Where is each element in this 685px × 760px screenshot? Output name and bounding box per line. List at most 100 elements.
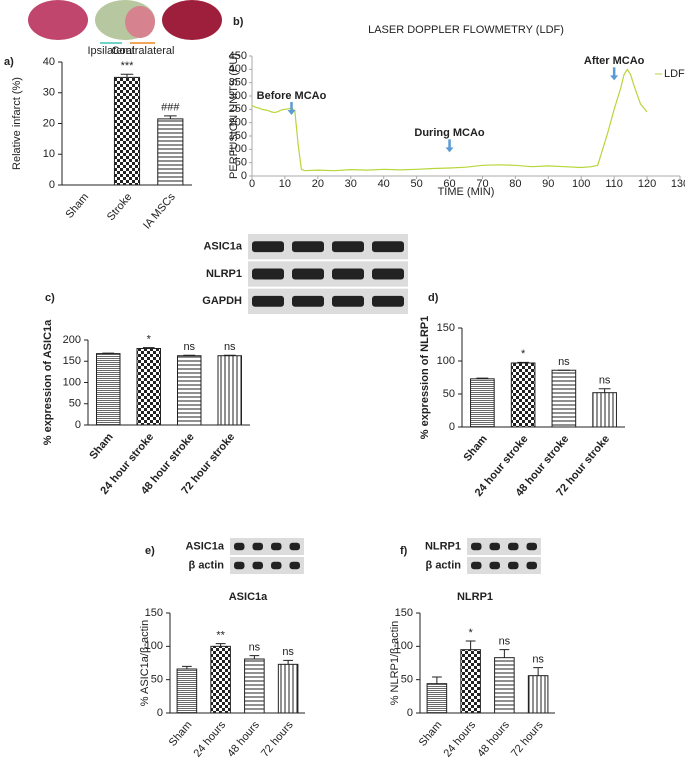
blot-band bbox=[508, 542, 519, 551]
bar bbox=[176, 668, 198, 714]
error-bar bbox=[533, 667, 544, 676]
x-tick-label: Sham bbox=[167, 719, 195, 749]
bar bbox=[460, 649, 481, 714]
blot-band bbox=[332, 268, 364, 280]
x-tick-label: 120 bbox=[638, 178, 656, 190]
bar bbox=[96, 353, 121, 426]
y-tick-label: 450 bbox=[229, 50, 247, 62]
y-tick-label: 10 bbox=[43, 148, 55, 160]
blot-row bbox=[230, 557, 304, 574]
panel-label: c) bbox=[45, 292, 55, 304]
legend-label: LDF bbox=[664, 68, 685, 80]
significance-label: ### bbox=[161, 102, 180, 114]
x-tick-label: Sham bbox=[461, 433, 490, 464]
y-tick-label: 50 bbox=[401, 674, 413, 686]
blot-label: GAPDH bbox=[202, 295, 242, 307]
blot-band bbox=[289, 542, 300, 551]
x-tick-label: Sham bbox=[417, 719, 445, 749]
significance-label: ns bbox=[558, 356, 570, 368]
blot-band bbox=[289, 561, 300, 570]
y-tick-label: 20 bbox=[43, 117, 55, 129]
x-tick-label: 130 bbox=[671, 178, 685, 190]
y-tick-label: 150 bbox=[229, 130, 247, 142]
chart-title: ASIC1a bbox=[229, 591, 268, 603]
bar bbox=[157, 118, 184, 186]
blot-row bbox=[230, 538, 304, 555]
error-bar bbox=[499, 649, 510, 658]
y-tick-label: 0 bbox=[407, 707, 413, 719]
significance-label: ns bbox=[532, 654, 544, 666]
blot-band bbox=[292, 268, 324, 280]
blot-band bbox=[526, 561, 537, 570]
significance-label: ns bbox=[183, 341, 195, 353]
significance-label: ns bbox=[282, 646, 294, 658]
bar bbox=[426, 683, 448, 714]
blot-band bbox=[234, 542, 245, 551]
blot-band bbox=[471, 542, 482, 551]
annotation: After MCAo bbox=[584, 55, 645, 67]
significance-label: ns bbox=[224, 341, 236, 353]
y-tick-label: 40 bbox=[43, 56, 55, 68]
bar bbox=[551, 369, 577, 428]
bar bbox=[494, 657, 515, 714]
y-tick-label: 150 bbox=[63, 355, 81, 367]
x-tick-label: 100 bbox=[572, 178, 590, 190]
error-bar bbox=[598, 388, 611, 393]
annotation-arrowhead bbox=[610, 75, 619, 81]
blot-band bbox=[252, 241, 284, 253]
x-tick-label: 40 bbox=[378, 178, 390, 190]
annotation-arrowhead bbox=[287, 110, 296, 115]
blot-label: ASIC1a bbox=[185, 540, 224, 552]
significance-label: ns bbox=[249, 642, 261, 654]
y-axis-label: Relative infarct (%) bbox=[11, 77, 23, 170]
x-tick-label: 72 hours bbox=[259, 719, 296, 760]
y-axis-label: % expression of NLRP1 bbox=[419, 316, 431, 439]
x-tick-label: 70 bbox=[476, 178, 488, 190]
blot-band bbox=[489, 561, 500, 570]
y-tick-label: 100 bbox=[63, 376, 81, 388]
annotation-arrowhead bbox=[445, 147, 454, 153]
x-tick-label: 60 bbox=[443, 178, 455, 190]
significance-label: ** bbox=[216, 630, 225, 642]
error-bar bbox=[142, 347, 155, 349]
error-bar bbox=[465, 640, 476, 650]
x-tick-label: 48 hours bbox=[225, 719, 262, 760]
x-tick-label: IA MSCs bbox=[141, 191, 178, 232]
y-tick-label: 100 bbox=[229, 143, 247, 155]
bar bbox=[277, 663, 299, 714]
bar bbox=[592, 392, 617, 428]
x-tick-label: Stroke bbox=[105, 191, 135, 223]
y-tick-label: 100 bbox=[145, 640, 163, 652]
significance-label: * bbox=[147, 334, 152, 346]
error-bar bbox=[431, 676, 442, 684]
blot-band bbox=[489, 542, 500, 551]
y-tick-label: 30 bbox=[43, 87, 55, 99]
y-tick-label: 250 bbox=[229, 103, 247, 115]
y-axis-label: % ASIC1a/β-actin bbox=[139, 620, 151, 706]
panel-label: a) bbox=[4, 56, 14, 68]
panel-label: e) bbox=[145, 545, 155, 557]
y-tick-label: 50 bbox=[235, 157, 247, 169]
error-bar bbox=[181, 665, 192, 669]
x-tick-label: 72 hours bbox=[509, 719, 546, 760]
x-tick-label: 48 hours bbox=[475, 719, 512, 760]
y-axis-label: % expression of ASIC1a bbox=[42, 319, 54, 445]
y-tick-label: 100 bbox=[395, 640, 413, 652]
error-bar bbox=[517, 361, 530, 363]
error-bar bbox=[164, 115, 177, 119]
blot-label: β actin bbox=[189, 559, 225, 571]
significance-label: *** bbox=[121, 60, 135, 72]
y-tick-label: 50 bbox=[443, 388, 455, 400]
y-tick-label: 150 bbox=[437, 322, 455, 334]
panel-label: f) bbox=[400, 545, 408, 557]
chart-title: LASER DOPPLER FLOWMETRY (LDF) bbox=[368, 24, 564, 36]
bar bbox=[470, 378, 495, 428]
y-axis-label: % NLRP1/β-actin bbox=[389, 621, 401, 706]
x-tick-label: 24 hours bbox=[441, 719, 478, 760]
annotation: Before MCAo bbox=[257, 90, 327, 102]
blot-band bbox=[471, 561, 482, 570]
y-tick-label: 0 bbox=[157, 707, 163, 719]
y-tick-label: 200 bbox=[229, 117, 247, 129]
bar bbox=[113, 76, 141, 186]
y-tick-label: 0 bbox=[449, 421, 455, 433]
